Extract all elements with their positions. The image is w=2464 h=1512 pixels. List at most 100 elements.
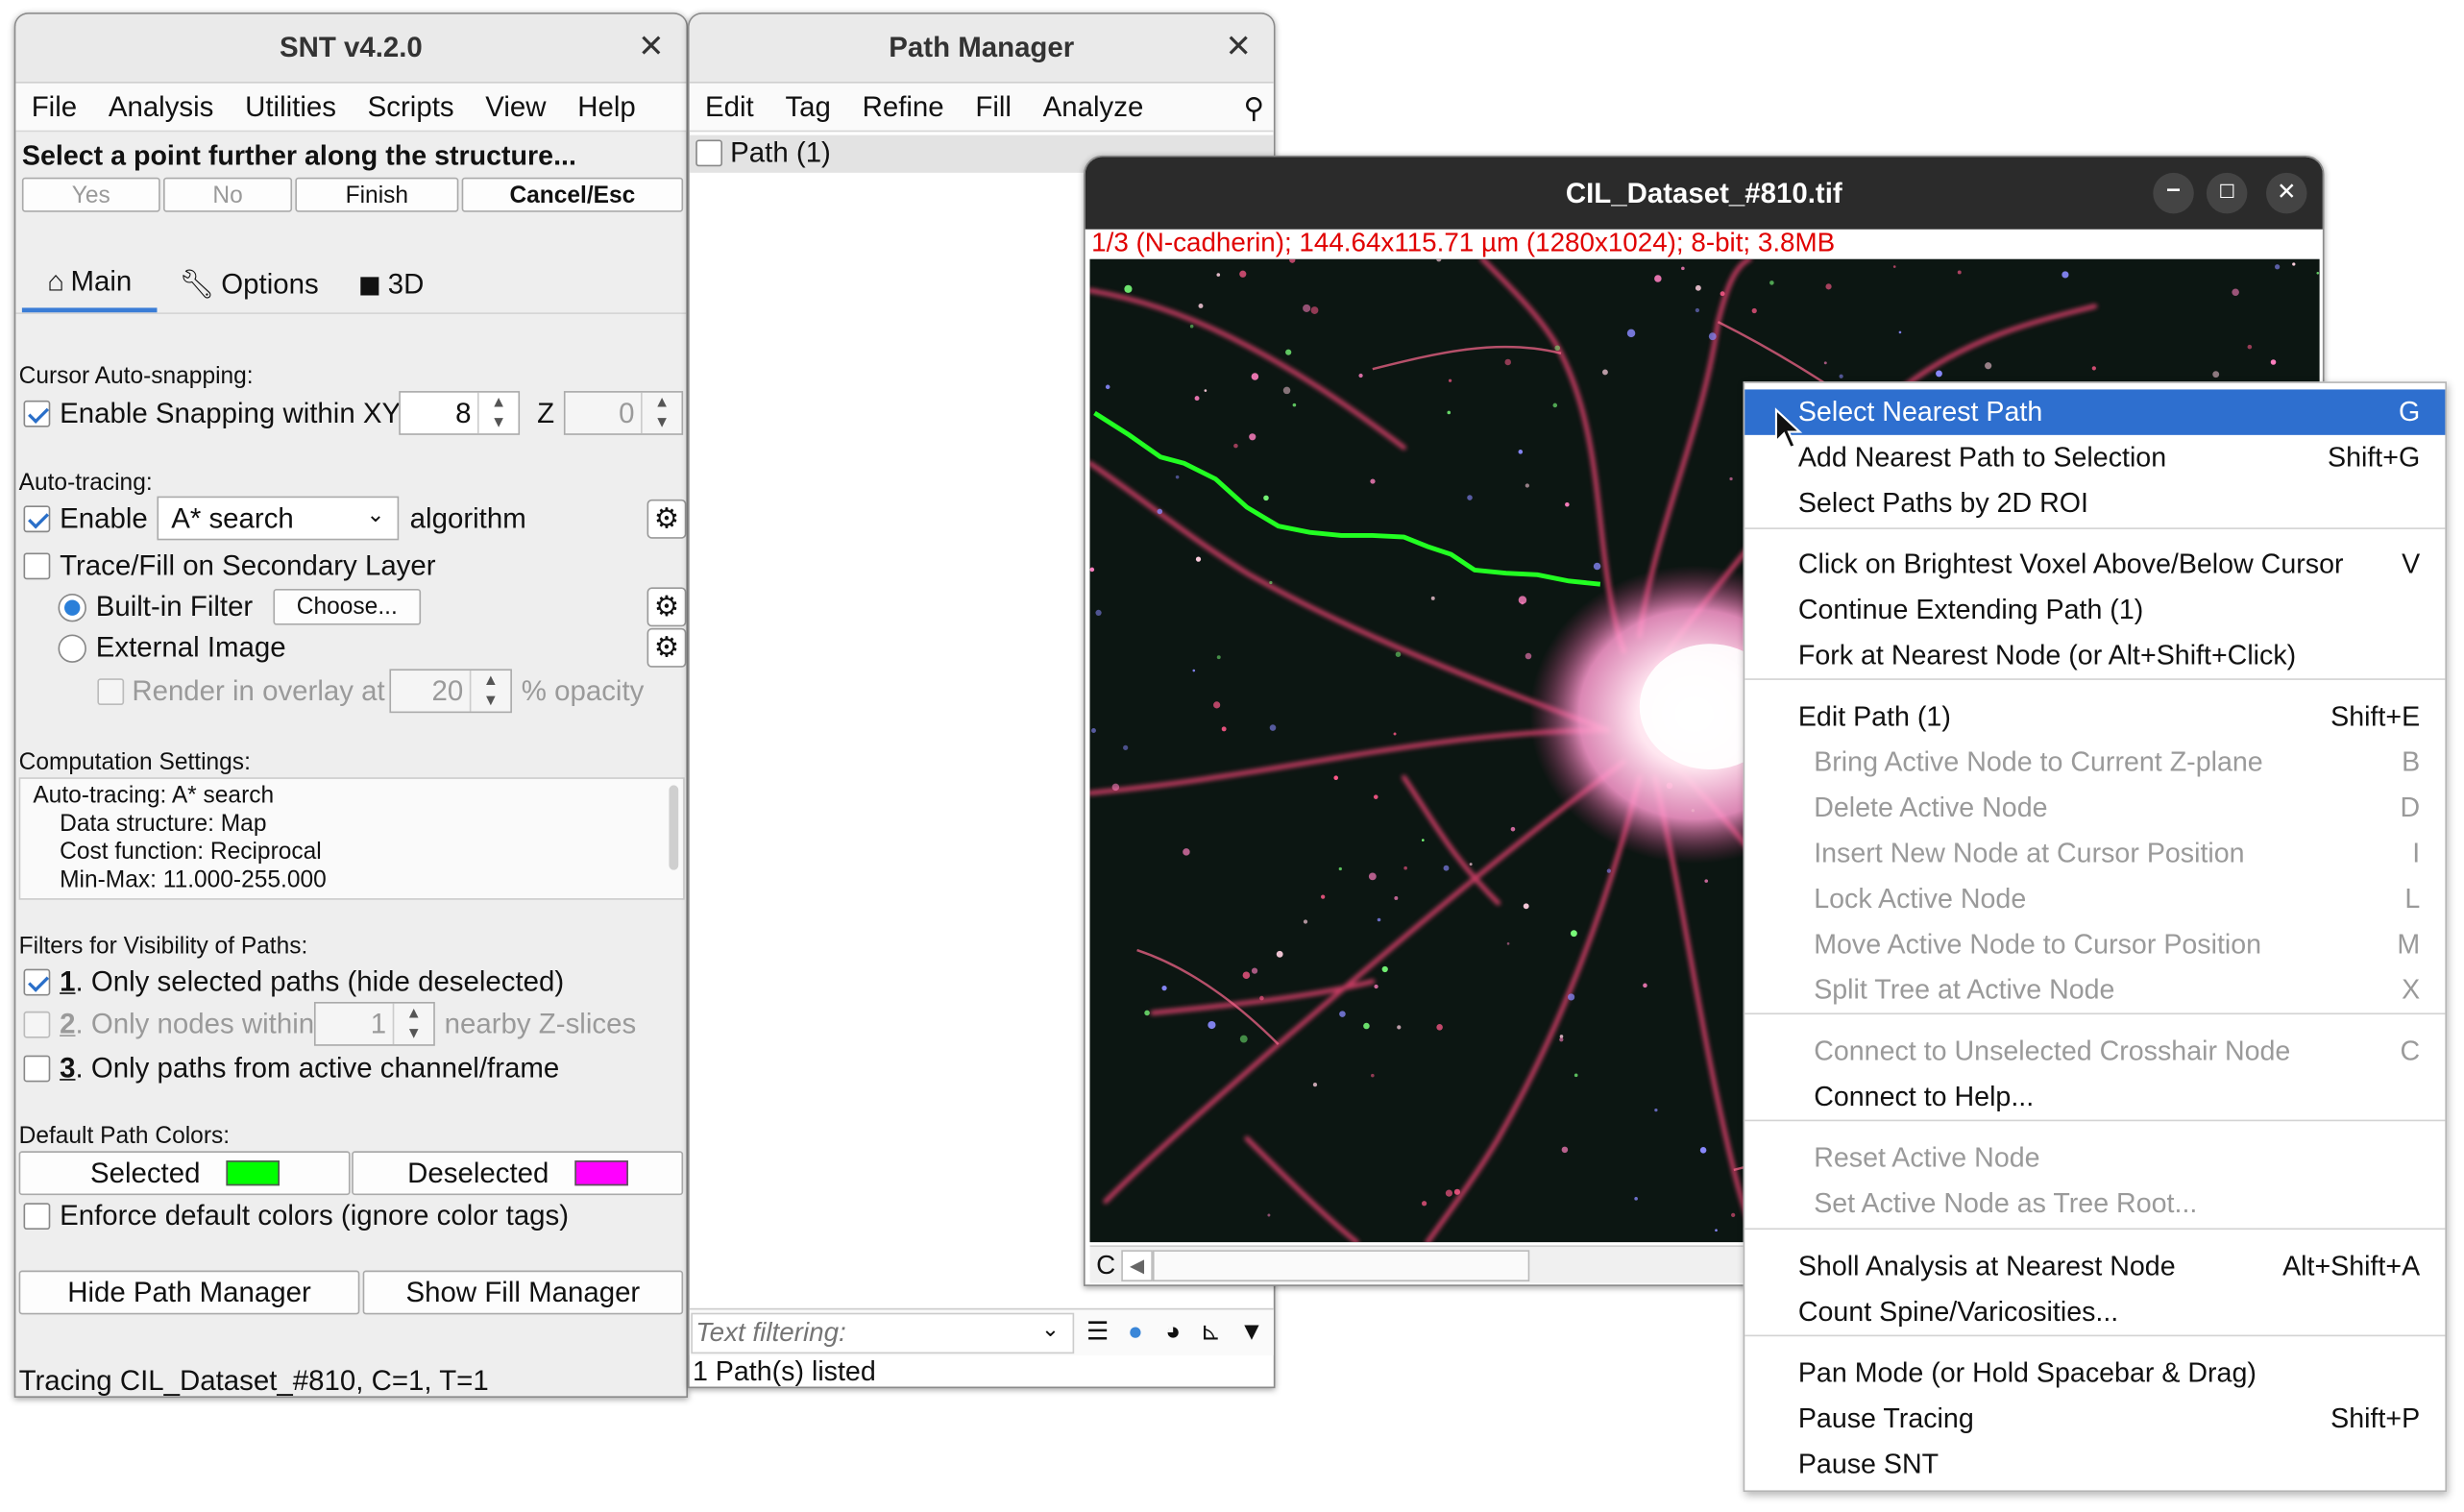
speckle xyxy=(1292,402,1297,407)
filter-1-checkbox[interactable] xyxy=(23,968,51,996)
speckle xyxy=(1303,304,1311,312)
cancel-button[interactable]: Cancel/Esc xyxy=(461,177,684,212)
menu-item-lock-active-node[interactable]: Lock Active Node L xyxy=(1744,876,2445,921)
palette-icon[interactable]: ◕ xyxy=(1165,1319,1182,1347)
menu-edit[interactable]: Edit xyxy=(705,90,754,122)
overlay-spinner[interactable]: 20 ▲ ▼ xyxy=(389,669,512,714)
filter-3-checkbox[interactable] xyxy=(23,1055,51,1083)
autotracing-enable-checkbox[interactable] xyxy=(23,505,51,533)
snapping-checkbox[interactable] xyxy=(23,400,51,427)
filter-2-checkbox[interactable] xyxy=(23,1011,51,1038)
speckle xyxy=(2091,366,2096,371)
menu-item-pan-mode[interactable]: Pan Mode (or Hold Spacebar & Drag) xyxy=(1744,1351,2445,1396)
menu-utilities[interactable]: Utilities xyxy=(245,90,336,122)
menu-refine[interactable]: Refine xyxy=(862,90,944,122)
text-filter-input[interactable] xyxy=(691,1312,1075,1354)
menu-item-fork-at-nearest-node[interactable]: Fork at Nearest Node (or Alt+Shift+Click… xyxy=(1744,633,2445,678)
spinner-arrows-icon[interactable]: ▲ ▼ xyxy=(476,392,519,434)
menu-item-connect-crosshair-node[interactable]: Connect to Unselected Crosshair Node C xyxy=(1744,1029,2445,1074)
snapping-xy-spinner[interactable]: 8 ▲ ▼ xyxy=(399,391,521,435)
menu-item-select-nearest-path[interactable]: Select Nearest Path G xyxy=(1744,389,2446,435)
list-icon[interactable]: ☰ xyxy=(1086,1319,1110,1347)
gear-icon[interactable]: ⚙ xyxy=(646,587,687,627)
tab-main[interactable]: ⌂ Main xyxy=(21,256,158,313)
gear-icon[interactable]: ⚙ xyxy=(646,627,687,668)
traced-path[interactable] xyxy=(1093,410,1601,587)
menu-item-connect-help[interactable]: Connect to Help... xyxy=(1744,1074,2445,1119)
speckle xyxy=(1751,307,1757,314)
selected-color-button[interactable]: Selected xyxy=(18,1151,351,1196)
close-icon[interactable]: ✕ xyxy=(1225,30,1252,65)
chevron-down-icon[interactable]: ⌄ xyxy=(1040,1315,1061,1342)
speckle xyxy=(1213,701,1221,709)
menu-analyze[interactable]: Analyze xyxy=(1042,90,1144,122)
path-visibility-checkbox[interactable] xyxy=(695,139,723,167)
menu-item-continue-extending-path[interactable]: Continue Extending Path (1) xyxy=(1744,587,2445,632)
tab-3d[interactable]: ◼ 3D xyxy=(358,256,452,312)
bulb-icon[interactable]: ● xyxy=(1128,1319,1143,1347)
choose-button[interactable]: Choose... xyxy=(273,589,422,625)
ruler-icon[interactable]: ⊾ xyxy=(1200,1319,1222,1347)
speckle xyxy=(2212,371,2220,378)
overlay-checkbox[interactable] xyxy=(97,678,125,706)
close-icon[interactable]: ✕ xyxy=(2266,172,2307,214)
external-image-radio[interactable] xyxy=(58,634,86,663)
algorithm-select[interactable]: A* search ⌄ xyxy=(157,496,400,541)
secondary-layer-checkbox[interactable] xyxy=(23,552,51,580)
menu-tag[interactable]: Tag xyxy=(785,90,831,122)
menu-analysis[interactable]: Analysis xyxy=(108,90,214,122)
menu-file[interactable]: File xyxy=(31,90,78,122)
filters-section-title: Filters for Visibility of Paths: xyxy=(18,933,308,960)
menu-item-split-tree[interactable]: Split Tree at Active Node X xyxy=(1744,967,2445,1012)
speckle xyxy=(1239,1035,1248,1043)
menu-item-insert-new-node[interactable]: Insert New Node at Cursor Position I xyxy=(1744,831,2445,876)
selected-color-label: Selected xyxy=(89,1157,201,1188)
menu-item-sholl-analysis[interactable]: Sholl Analysis at Nearest Node Alt+Shift+… xyxy=(1744,1244,2445,1289)
search-icon[interactable]: ⚲ xyxy=(1243,92,1265,125)
menu-item-move-active-node[interactable]: Move Active Node to Cursor Position M xyxy=(1744,922,2445,967)
snapping-z-spinner[interactable]: 0 ▲ ▼ xyxy=(563,391,684,435)
minimize-icon[interactable]: – xyxy=(2153,172,2194,214)
menu-item-add-nearest-path[interactable]: Add Nearest Path to Selection Shift+G xyxy=(1744,435,2445,480)
deselected-color-button[interactable]: Deselected xyxy=(352,1151,684,1196)
menu-item-click-brightest-voxel[interactable]: Click on Brightest Voxel Above/Below Cur… xyxy=(1744,542,2445,587)
scroll-left-icon[interactable]: ◀ xyxy=(1121,1250,1153,1281)
path-manager-title-bar[interactable]: Path Manager ✕ xyxy=(689,13,1274,84)
menu-item-pause-tracing[interactable]: Pause Tracing Shift+P xyxy=(1744,1396,2445,1441)
no-button[interactable]: No xyxy=(163,177,293,212)
menu-item-delete-active-node[interactable]: Delete Active Node D xyxy=(1744,785,2445,830)
yes-button[interactable]: Yes xyxy=(21,177,160,212)
filter-icon[interactable]: ▼ xyxy=(1238,1319,1264,1347)
spinner-arrows-icon[interactable]: ▲ ▼ xyxy=(469,671,511,712)
filter-2-spinner[interactable]: 1 ▲ ▼ xyxy=(313,1002,435,1046)
menu-item-select-paths-roi[interactable]: Select Paths by 2D ROI xyxy=(1744,480,2445,525)
menu-item-bring-active-node[interactable]: Bring Active Node to Current Z-plane B xyxy=(1744,740,2445,785)
spinner-arrows-icon[interactable]: ▲ ▼ xyxy=(392,1003,434,1045)
overlay-value: 20 xyxy=(431,674,464,707)
image-title-bar[interactable]: CIL_Dataset_#810.tif – ☐ ✕ xyxy=(1085,157,2323,230)
menu-item-pause-snt[interactable]: Pause SNT xyxy=(1744,1442,2445,1487)
spinner-arrows-icon[interactable]: ▲ ▼ xyxy=(640,392,682,434)
snt-title-bar[interactable]: SNT v4.2.0 ✕ xyxy=(15,13,687,84)
maximize-icon[interactable]: ☐ xyxy=(2206,172,2248,214)
menu-item-reset-active-node[interactable]: Reset Active Node xyxy=(1744,1135,2445,1181)
hide-path-manager-button[interactable]: Hide Path Manager xyxy=(18,1270,360,1315)
menu-fill[interactable]: Fill xyxy=(975,90,1012,122)
menu-item-count-spine[interactable]: Count Spine/Varicosities... xyxy=(1744,1289,2445,1334)
menu-scripts[interactable]: Scripts xyxy=(367,90,454,122)
menu-view[interactable]: View xyxy=(485,90,547,122)
scrollbar-thumb[interactable] xyxy=(1152,1250,1530,1281)
menu-item-edit-path[interactable]: Edit Path (1) Shift+E xyxy=(1744,695,2445,740)
builtin-filter-radio[interactable] xyxy=(58,593,86,622)
scrollbar-thumb[interactable] xyxy=(669,785,679,870)
speckle xyxy=(1985,362,1992,370)
menu-help[interactable]: Help xyxy=(577,90,636,122)
speckle xyxy=(1105,384,1110,390)
close-icon[interactable]: ✕ xyxy=(638,30,665,65)
tab-options[interactable]: 🔧︎ Options xyxy=(179,256,320,312)
menu-item-set-tree-root[interactable]: Set Active Node as Tree Root... xyxy=(1744,1181,2445,1226)
gear-icon[interactable]: ⚙ xyxy=(646,499,687,539)
enforce-colors-checkbox[interactable] xyxy=(23,1203,51,1231)
show-fill-manager-button[interactable]: Show Fill Manager xyxy=(362,1270,684,1315)
finish-button[interactable]: Finish xyxy=(295,177,459,212)
